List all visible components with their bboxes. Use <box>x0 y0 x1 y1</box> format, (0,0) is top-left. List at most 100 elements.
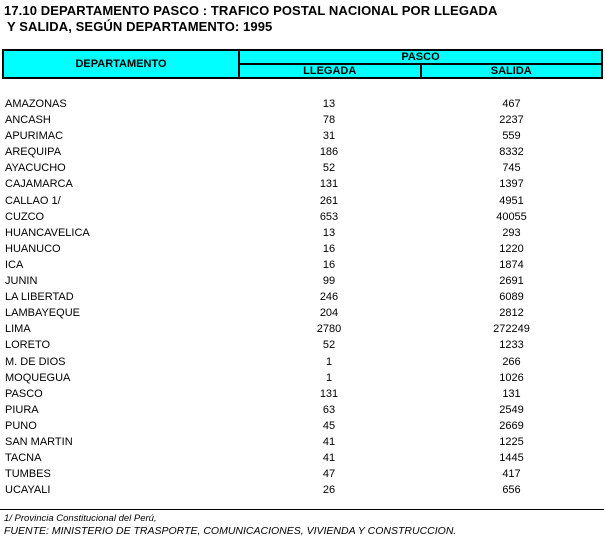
llegada-cell: 2780 <box>316 323 342 336</box>
table-row: APURIMAC 31 559 <box>2 128 603 144</box>
departamento-cell: AREQUIPA <box>5 146 62 159</box>
title-line-1: 17.10 DEPARTAMENTO PASCO : TRAFICO POSTA… <box>4 3 498 18</box>
table-row: SAN MARTIN 41 1225 <box>2 434 603 450</box>
departamento-cell: CALLAO 1/ <box>5 194 61 207</box>
departamento-cell: CAJAMARCA <box>5 178 73 191</box>
departamento-cell: PUNO <box>5 419 37 432</box>
table-header: DEPARTAMENTO PASCO LLEGADA SALIDA <box>2 49 603 79</box>
departamento-cell: PIURA <box>5 403 39 416</box>
table-row: JUNIN 99 2691 <box>2 273 603 289</box>
salida-cell: 1445 <box>499 452 524 465</box>
salida-cell: 467 <box>502 98 521 110</box>
page-title: 17.10 DEPARTAMENTO PASCO : TRAFICO POSTA… <box>4 3 498 35</box>
footnote-source: FUENTE: MINISTERIO DE TRASPORTE, COMUNIC… <box>4 525 457 537</box>
departamento-cell: AYACUCHO <box>5 162 66 175</box>
table-row: UCAYALI 26 656 <box>2 482 603 498</box>
table-row: HUANUCO 16 1220 <box>2 241 603 257</box>
table-row: M. DE DIOS 1 266 <box>2 354 603 370</box>
footnote-separator <box>0 509 604 510</box>
table-row: ANCASH 78 2237 <box>2 112 603 128</box>
salida-cell: 4951 <box>499 194 524 207</box>
column-header-salida: SALIDA <box>419 63 603 79</box>
departamento-cell: APURIMAC <box>5 130 64 143</box>
table-row: LIMA 2780 272249 <box>2 321 603 337</box>
salida-cell: 131 <box>502 387 521 400</box>
salida-cell: 1397 <box>499 178 524 191</box>
table-row: AMAZONAS 13 467 <box>2 96 603 112</box>
salida-cell: 1026 <box>499 371 524 384</box>
llegada-cell: 16 <box>322 258 336 271</box>
llegada-cell: 131 <box>319 387 339 400</box>
table-row: AYACUCHO 52 745 <box>2 160 603 176</box>
salida-cell: 1233 <box>499 339 524 352</box>
table-rows: AMAZONAS 13 467 ANCASH 78 2237 APURIMAC 31 559 AR… <box>2 96 603 498</box>
table-row: LAMBAYEQUE 204 2812 <box>2 305 603 321</box>
table-row: HUANCAVELICA 13 293 <box>2 225 603 241</box>
llegada-cell: 41 <box>322 435 336 448</box>
table-row: LORETO 52 1233 <box>2 337 603 353</box>
table-row: PUNO 45 2669 <box>2 418 603 434</box>
salida-cell: 2549 <box>499 403 524 416</box>
salida-cell: 417 <box>502 468 521 481</box>
departamento-cell: SAN MARTIN <box>5 435 73 448</box>
llegada-cell: 45 <box>322 419 336 432</box>
salida-cell: 6089 <box>499 291 524 304</box>
salida-cell: 745 <box>502 162 521 175</box>
llegada-cell: 653 <box>319 210 339 223</box>
table-header-row-1: DEPARTAMENTO PASCO <box>2 49 603 79</box>
llegada-cell: 246 <box>319 291 339 304</box>
llegada-cell: 52 <box>322 339 336 352</box>
llegada-cell: 1 <box>325 355 333 368</box>
departamento-cell: LORETO <box>5 339 51 352</box>
llegada-cell: 13 <box>322 98 336 110</box>
llegada-cell: 131 <box>319 178 339 191</box>
table-row: LA LIBERTAD 246 6089 <box>2 289 603 305</box>
llegada-cell: 99 <box>322 275 336 288</box>
salida-cell: 2812 <box>499 307 524 320</box>
llegada-cell: 186 <box>319 146 339 159</box>
departamento-cell: TACNA <box>5 452 42 465</box>
departamento-cell: TUMBES <box>5 468 51 481</box>
table-row: TACNA 41 1445 <box>2 450 603 466</box>
departamento-cell: UCAYALI <box>5 484 51 497</box>
departamento-cell: ICA <box>5 258 24 271</box>
table-row: TUMBES 47 417 <box>2 466 603 482</box>
departamento-cell: LA LIBERTAD <box>5 291 74 304</box>
llegada-cell: 16 <box>322 242 336 255</box>
table-row: CAJAMARCA 131 1397 <box>2 176 603 192</box>
table-body: AMAZONAS 13 467 ANCASH 78 2237 APURIMAC 31 559 AR… <box>2 96 603 498</box>
departamento-cell: PASCO <box>5 387 43 400</box>
departamento-cell: LAMBAYEQUE <box>5 307 80 320</box>
salida-cell: 266 <box>502 355 521 368</box>
salida-cell: 2669 <box>499 419 524 432</box>
departamento-cell: HUANUCO <box>5 242 61 255</box>
departamento-cell: CUZCO <box>5 210 45 223</box>
table-row: CALLAO 1/261 4951 <box>2 193 603 209</box>
column-header-departamento: DEPARTAMENTO <box>2 49 240 79</box>
salida-cell: 40055 <box>496 210 527 223</box>
salida-cell: 8332 <box>499 146 524 159</box>
departamento-cell: LIMA <box>5 323 31 336</box>
departamento-cell: JUNIN <box>5 275 38 288</box>
llegada-cell: 63 <box>322 403 336 416</box>
table-row: PASCO 131 131 <box>2 386 603 402</box>
llegada-cell: 31 <box>322 130 336 143</box>
footnote-1: 1/ Provincia Constitucional del Perú, <box>4 513 157 524</box>
salida-cell: 272249 <box>493 323 530 336</box>
llegada-cell: 1 <box>325 371 333 384</box>
llegada-cell: 41 <box>322 452 336 465</box>
table-row: CUZCO 653 40055 <box>2 209 603 225</box>
llegada-cell: 47 <box>322 468 336 481</box>
table-row: ICA 16 1874 <box>2 257 603 273</box>
salida-cell: 1220 <box>499 242 524 255</box>
llegada-cell: 52 <box>322 162 336 175</box>
salida-cell: 1874 <box>499 258 524 271</box>
llegada-cell: 13 <box>322 226 336 239</box>
column-header-llegada: LLEGADA <box>238 63 422 79</box>
llegada-cell: 78 <box>322 114 336 127</box>
salida-cell: 1225 <box>499 435 524 448</box>
salida-cell: 559 <box>502 130 521 143</box>
departamento-cell: ANCASH <box>5 114 51 127</box>
salida-cell: 2691 <box>499 275 524 288</box>
